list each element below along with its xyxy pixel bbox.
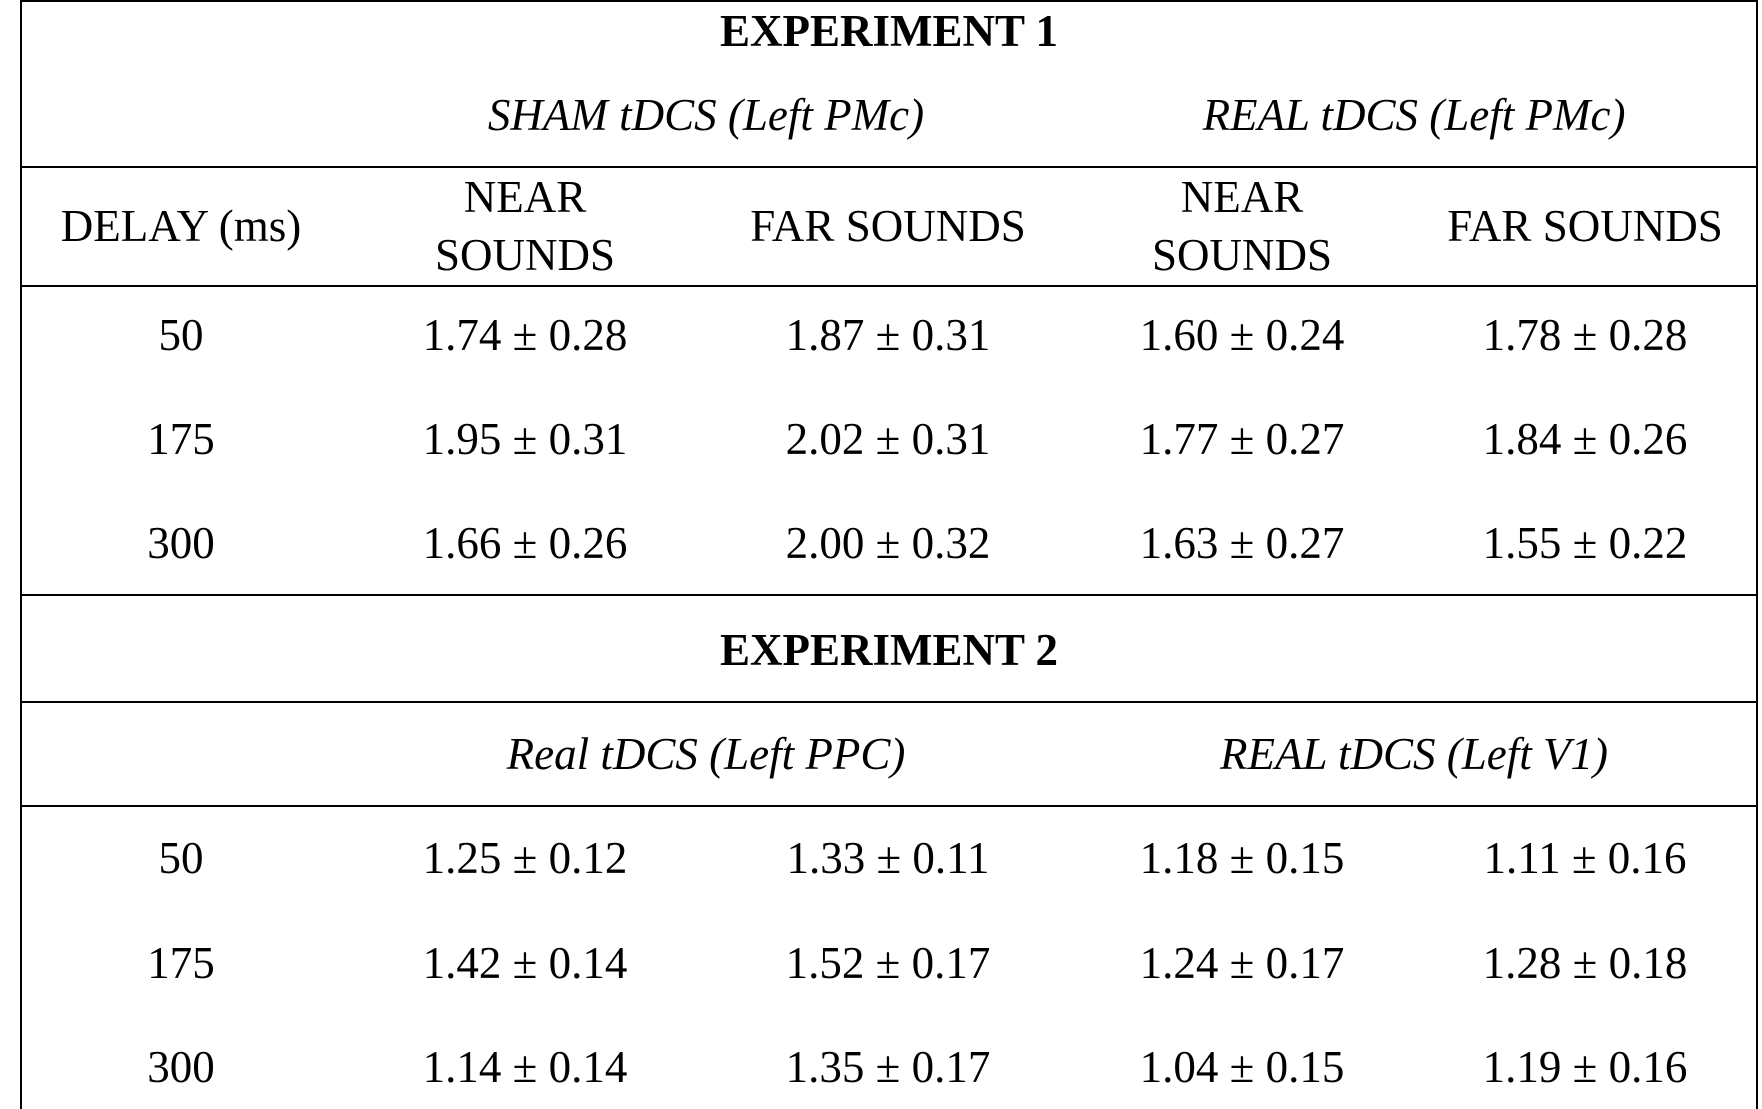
rule [20,805,1758,807]
value-cell: 1.77 ± 0.27 [1139,414,1345,464]
value-cell: 1.74 ± 0.28 [422,310,628,360]
column-header: FAR SOUNDS [1447,201,1723,251]
group-header: REAL tDCS (Left V1) [1220,729,1608,779]
rule [20,166,1758,168]
delay-cell: 300 [147,1042,215,1092]
value-cell: 1.78 ± 0.28 [1482,310,1688,360]
value-cell: 1.24 ± 0.17 [1139,938,1345,988]
rule [20,285,1758,287]
value-cell: 1.55 ± 0.22 [1482,518,1688,568]
value-cell: 1.11 ± 0.16 [1483,833,1687,883]
column-header: NEAR SOUNDS [1151,172,1333,280]
column-header: DELAY (ms) [60,201,302,251]
delay-cell: 300 [147,518,215,568]
value-cell: 1.25 ± 0.12 [422,833,628,883]
group-header: Real tDCS (Left PPC) [506,729,906,779]
delay-cell: 175 [147,414,215,464]
value-cell: 1.35 ± 0.17 [785,1042,991,1092]
value-cell: 2.02 ± 0.31 [785,414,991,464]
value-cell: 1.63 ± 0.27 [1139,518,1345,568]
group-header: REAL tDCS (Left PMc) [1202,90,1626,140]
group-header: SHAM tDCS (Left PMc) [487,90,925,140]
section-title: EXPERIMENT 1 [720,6,1058,56]
value-cell: 1.60 ± 0.24 [1139,310,1345,360]
value-cell: 1.18 ± 0.15 [1139,833,1345,883]
border [20,0,22,1109]
value-cell: 1.84 ± 0.26 [1482,414,1688,464]
value-cell: 1.95 ± 0.31 [422,414,628,464]
value-cell: 1.19 ± 0.16 [1482,1042,1688,1092]
rule [20,0,1758,2]
value-cell: 1.87 ± 0.31 [785,310,991,360]
section-title: EXPERIMENT 2 [720,625,1058,675]
value-cell: 1.28 ± 0.18 [1482,938,1688,988]
rule [20,701,1758,703]
value-cell: 1.33 ± 0.11 [786,833,990,883]
value-cell: 1.52 ± 0.17 [785,938,991,988]
value-cell: 1.14 ± 0.14 [422,1042,628,1092]
rule [20,594,1758,596]
column-header: NEAR SOUNDS [434,172,616,280]
value-cell: 2.00 ± 0.32 [785,518,991,568]
column-header: FAR SOUNDS [750,201,1026,251]
border [1756,0,1758,1109]
delay-cell: 175 [147,938,215,988]
delay-cell: 50 [158,833,204,883]
value-cell: 1.66 ± 0.26 [422,518,628,568]
value-cell: 1.04 ± 0.15 [1139,1042,1345,1092]
value-cell: 1.42 ± 0.14 [422,938,628,988]
delay-cell: 50 [158,310,204,360]
